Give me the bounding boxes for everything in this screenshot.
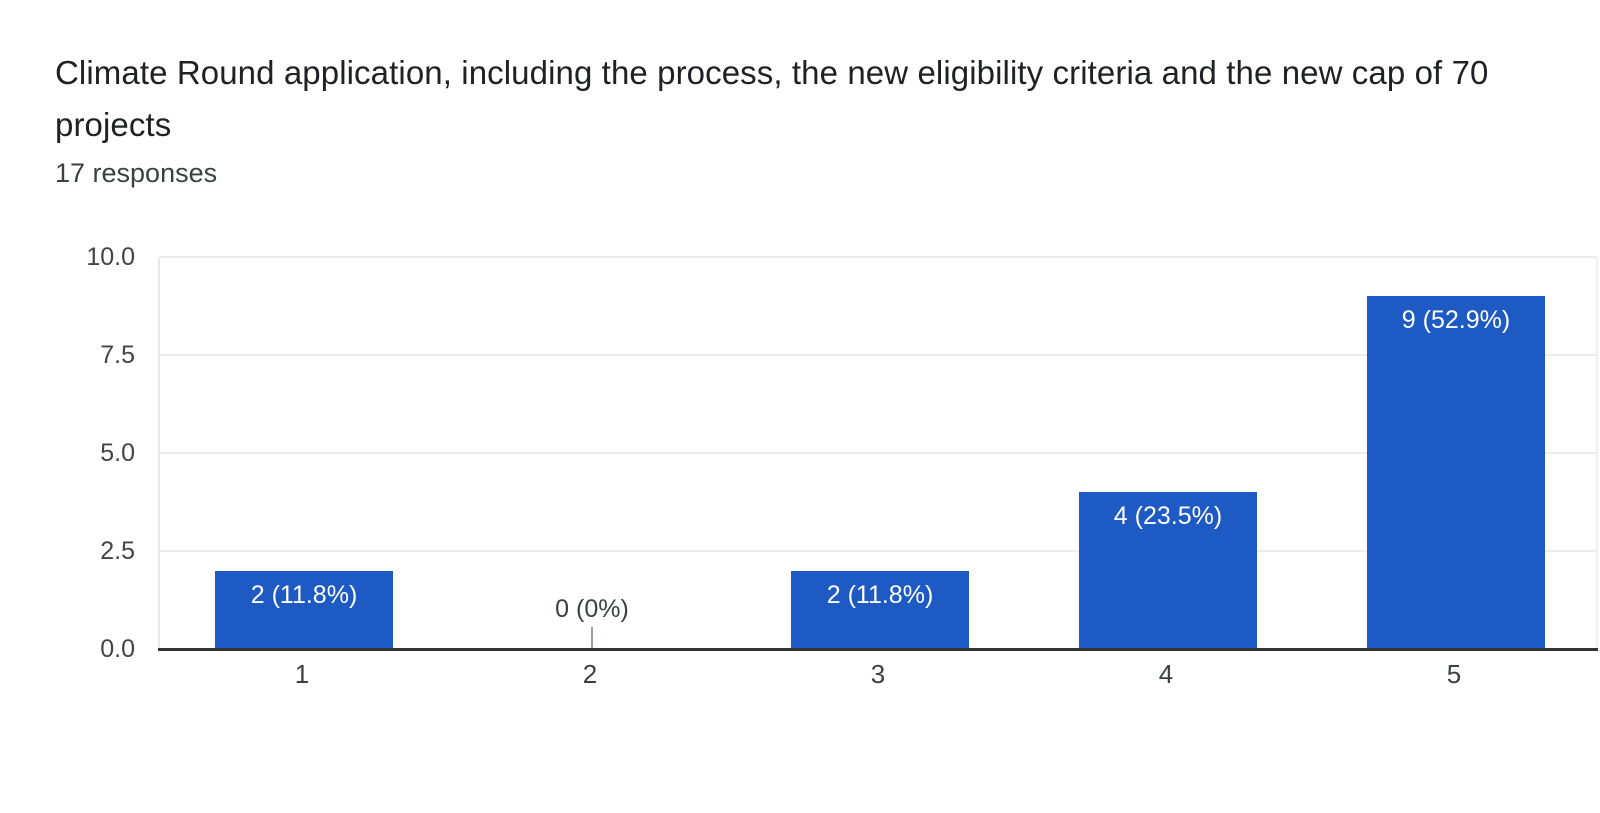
category-band-4: 4 (23.5%) bbox=[1024, 257, 1312, 649]
question-title: Climate Round application, including the… bbox=[55, 54, 1489, 143]
gridline bbox=[160, 354, 1596, 356]
y-tick-label: 7.5 bbox=[100, 341, 135, 369]
bar-category-4: 4 (23.5%) bbox=[1079, 492, 1257, 649]
category-band-5: 9 (52.9%) bbox=[1312, 257, 1600, 649]
plot-area: 2 (11.8%) 0 (0%) 2 (11.8%) 4 (23.5%) 9 (52.9… bbox=[158, 256, 1600, 651]
bar-value-label: 2 (11.8%) bbox=[826, 580, 934, 609]
y-tick-label: 0.0 bbox=[100, 635, 135, 663]
gridline bbox=[160, 550, 1596, 552]
bar-value-label: 9 (52.9%) bbox=[1401, 306, 1511, 335]
y-tick-label: 10.0 bbox=[86, 243, 135, 271]
x-tick-label-5: 5 bbox=[1446, 659, 1462, 689]
zero-leader-line bbox=[591, 627, 593, 648]
x-tick-label-1: 1 bbox=[294, 659, 310, 689]
category-band-2: 0 (0%) bbox=[448, 257, 736, 649]
bar-category-1: 2 (11.8%) bbox=[215, 570, 393, 649]
bar-category-3: 2 (11.8%) bbox=[791, 570, 969, 649]
gridline bbox=[160, 256, 1596, 258]
y-axis: 0.0 2.5 5.0 7.5 10.0 bbox=[23, 243, 135, 663]
bar-value-label: 4 (23.5%) bbox=[1113, 502, 1223, 531]
x-tick-label-2: 2 bbox=[582, 659, 598, 689]
category-band-1: 2 (11.8%) bbox=[160, 257, 448, 649]
x-axis-line bbox=[158, 648, 1598, 651]
x-axis-labels: 1 2 3 4 5 bbox=[158, 656, 1598, 692]
x-tick-label-3: 3 bbox=[870, 659, 886, 689]
y-tick-label: 5.0 bbox=[100, 439, 135, 467]
category-band-3: 2 (11.8%) bbox=[736, 257, 1024, 649]
gridline bbox=[160, 452, 1596, 454]
bar-category-5: 9 (52.9%) bbox=[1367, 296, 1545, 649]
x-tick-label-4: 4 bbox=[1158, 659, 1174, 689]
responses-count: 17 responses bbox=[55, 158, 218, 188]
bar-value-label: 2 (11.8%) bbox=[250, 580, 358, 609]
y-tick-label: 2.5 bbox=[100, 537, 135, 565]
bar-value-label-zero: 0 (0%) bbox=[555, 595, 629, 623]
